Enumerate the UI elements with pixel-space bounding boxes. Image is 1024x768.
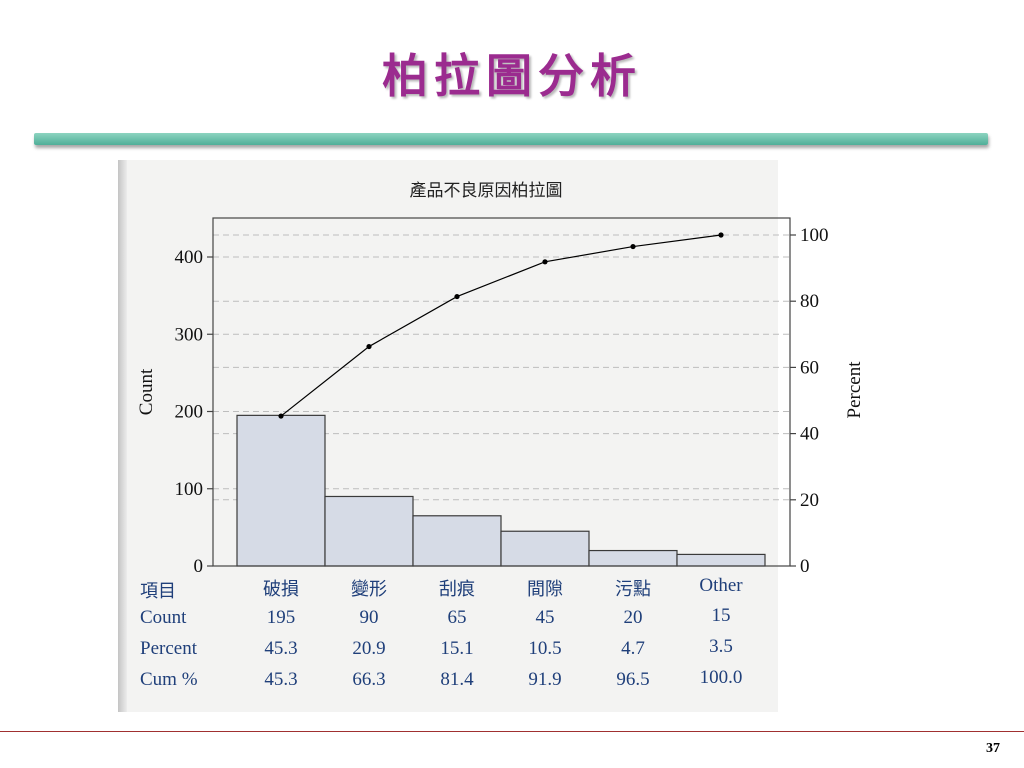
table-cell-1-2: 15.1 bbox=[440, 638, 474, 659]
table-cell-1-3: 10.5 bbox=[528, 638, 562, 659]
category-label-4: 污點 bbox=[615, 579, 651, 600]
bar-0 bbox=[236, 414, 326, 567]
category-label-3: 間隙 bbox=[527, 579, 563, 600]
table-cell-1-4: 4.7 bbox=[621, 638, 645, 659]
y-tick-label-0: 0 bbox=[194, 556, 204, 577]
table-cell-0-4: 20 bbox=[623, 607, 643, 628]
table-cell-0-0: 195 bbox=[266, 607, 296, 628]
bar-1 bbox=[324, 495, 414, 567]
axis-layer: 0 100 200 300 400 0 20 40 60 80 100 bbox=[175, 225, 829, 577]
y2-tick-label-40: 40 bbox=[800, 424, 819, 445]
category-label-1: 變形 bbox=[351, 579, 387, 600]
y2-tick-label-60: 60 bbox=[800, 357, 819, 378]
y-axis-label: Count bbox=[136, 368, 157, 415]
bar-3 bbox=[500, 530, 590, 567]
cumulative-point-5 bbox=[718, 232, 724, 238]
category-label-2: 刮痕 bbox=[439, 579, 475, 600]
slide-title: 柏拉圖分析 bbox=[382, 49, 642, 103]
cumulative-line-layer bbox=[278, 232, 724, 419]
category-label-5: Other bbox=[699, 575, 743, 596]
table-cell-2-3: 91.9 bbox=[528, 669, 562, 690]
table-header-label: 項目 bbox=[140, 581, 176, 602]
page-number: 37 bbox=[986, 741, 1000, 756]
grid-layer bbox=[213, 234, 790, 501]
table-row-label-0: Count bbox=[140, 607, 187, 628]
chart-title: 產品不良原因柏拉圖 bbox=[410, 181, 563, 201]
bar-4 bbox=[588, 549, 678, 567]
plot-frame bbox=[212, 217, 791, 567]
cumulative-point-2 bbox=[454, 293, 460, 300]
y-tick-label-200: 200 bbox=[175, 402, 204, 423]
cumulative-point-0 bbox=[278, 413, 284, 419]
table-cell-0-3: 45 bbox=[535, 607, 555, 628]
y2-tick-label-100: 100 bbox=[800, 225, 829, 246]
y2-tick-label-80: 80 bbox=[800, 291, 819, 312]
y-tick-label-400: 400 bbox=[175, 247, 204, 268]
table-cell-2-1: 66.3 bbox=[352, 669, 386, 690]
bar-5 bbox=[676, 553, 766, 567]
cumulative-line bbox=[280, 234, 722, 417]
cumulative-point-3 bbox=[542, 259, 548, 265]
y-tick-label-300: 300 bbox=[175, 324, 204, 345]
table-cell-2-2: 81.4 bbox=[440, 669, 474, 690]
table-cell-0-2: 65 bbox=[447, 607, 467, 628]
y2-tick-label-0: 0 bbox=[800, 556, 810, 577]
chart-photo-background bbox=[118, 160, 778, 712]
table-cell-2-5: 100.0 bbox=[699, 667, 743, 688]
table-cell-1-0: 45.3 bbox=[264, 638, 298, 659]
bar-2 bbox=[412, 515, 502, 567]
footer-divider bbox=[0, 731, 1024, 732]
table-row-label-2: Cum % bbox=[140, 669, 198, 690]
y-tick-label-100: 100 bbox=[175, 479, 204, 500]
category-label-0: 破損 bbox=[263, 579, 299, 600]
y2-tick-label-20: 20 bbox=[800, 490, 819, 511]
y2-axis-label: Percent bbox=[844, 361, 865, 419]
table-row-label-1: Percent bbox=[140, 638, 197, 659]
title-divider-bar bbox=[34, 133, 988, 145]
photo-page-edge bbox=[118, 160, 127, 712]
table-cell-0-5: 15 bbox=[711, 605, 731, 626]
table-cell-2-4: 96.5 bbox=[616, 669, 650, 690]
table-cell-2-0: 45.3 bbox=[264, 669, 298, 690]
table-cell-1-1: 20.9 bbox=[352, 638, 386, 659]
table-cell-1-5: 3.5 bbox=[709, 636, 733, 657]
cumulative-point-4 bbox=[630, 243, 636, 250]
cumulative-point-1 bbox=[366, 343, 372, 350]
table-cell-0-1: 90 bbox=[359, 607, 379, 628]
bar-layer bbox=[236, 414, 766, 567]
